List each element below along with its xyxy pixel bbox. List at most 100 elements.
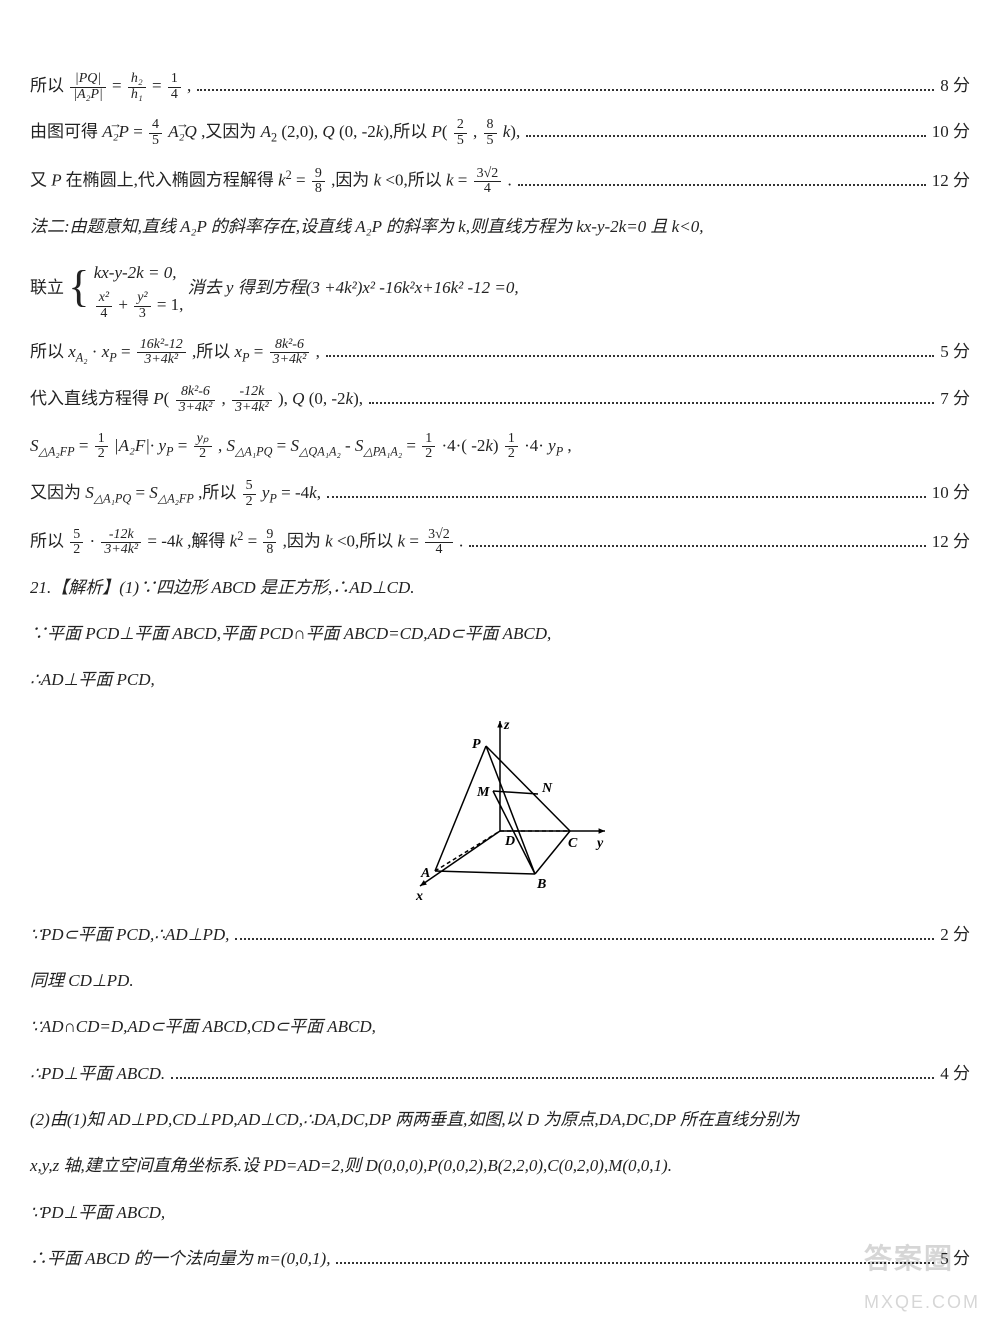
text: 消去 y 得到方程(3 +4k²)x² -16k²x+16k² -12 =0, — [188, 278, 519, 297]
math-text: ∴PD⊥平面 ABCD. — [30, 1058, 165, 1090]
watermark-line1: 答案圈 — [864, 1232, 980, 1285]
var: k — [325, 532, 333, 551]
coord: (0, -2 — [309, 389, 346, 408]
num: -12k — [101, 528, 141, 544]
var: S — [149, 483, 158, 502]
leader-dots — [518, 184, 926, 186]
text: 所以 — [30, 532, 64, 551]
text: ), — [353, 389, 363, 408]
step-line: ∵PD⊂平面 PCD,∴AD⊥PD, 2 分 — [30, 919, 970, 951]
sup: 2 — [237, 529, 243, 543]
score-label: 12 分 — [932, 526, 970, 558]
eq-bottom: x²4 + y²3 = 1, — [94, 289, 184, 321]
var: k — [278, 171, 286, 190]
text: 所以 — [30, 342, 64, 361]
text: 联立 — [30, 278, 64, 297]
text: , — [317, 483, 321, 502]
text: ,因为 — [331, 171, 374, 190]
plain-line: S△A₂FP = 12 |A₂F|· yP = yₚ2 , S△A₁PQ = S… — [30, 430, 970, 464]
fraction: 12 — [95, 432, 108, 462]
comma: , — [218, 436, 222, 455]
var: S — [85, 483, 94, 502]
num: 1 — [168, 72, 181, 88]
fraction: h₂h₁ — [128, 72, 146, 102]
eq: = — [133, 122, 143, 141]
score-label: 10 分 — [932, 116, 970, 148]
watermark: 答案圈 MXQE.COM — [864, 1232, 980, 1319]
text: <0,所以 — [337, 532, 398, 551]
den: 2 — [422, 447, 435, 462]
score-label: 7 分 — [940, 383, 970, 415]
var: Q — [322, 122, 334, 141]
den: 5 — [149, 134, 162, 149]
figure-container: zPMNDCyABx — [30, 711, 970, 901]
text: ,又因为 — [201, 122, 261, 141]
paren: ( — [164, 389, 170, 408]
den: 5 — [484, 134, 497, 149]
sub: △A₂FP — [39, 444, 75, 458]
num: 3√2 — [474, 167, 502, 183]
den: 3+4k² — [101, 543, 141, 558]
text: 又因为 — [30, 483, 81, 502]
eq: = 1, — [157, 295, 184, 314]
plain-line: ∵AD∩CD=D,AD⊂平面 ABCD,CD⊂平面 ABCD, — [30, 1011, 970, 1043]
den: 3+4k² — [137, 353, 186, 368]
leader-dots — [336, 1262, 934, 1264]
sub: △A₁PQ — [235, 444, 272, 458]
num: 8k²-6 — [270, 338, 310, 354]
num: yₚ — [194, 432, 212, 448]
text: ,因为 — [283, 532, 326, 551]
var: k — [446, 171, 454, 190]
sub: A₂ — [76, 350, 88, 364]
svg-text:P: P — [472, 737, 481, 752]
svg-text:D: D — [504, 834, 515, 849]
text: ,所以 — [192, 342, 235, 361]
math-text: 又因为 S△A₁PQ = S△A₂FP ,所以 52 yP = -4k, — [30, 477, 321, 511]
num: 9 — [312, 167, 325, 183]
leader-dots — [327, 496, 926, 498]
op: · — [89, 532, 95, 551]
fraction: 3√24 — [425, 528, 453, 558]
var: k — [175, 532, 183, 551]
text: , — [316, 342, 320, 361]
svg-text:B: B — [536, 877, 546, 892]
leader-dots — [326, 355, 934, 357]
text: 由图可得 — [30, 122, 98, 141]
plain-line: ∵PD⊥平面 ABCD, — [30, 1197, 970, 1229]
var: k — [346, 389, 354, 408]
sub: △A₂FP — [158, 492, 194, 506]
vector: A₂Q — [168, 122, 197, 141]
var: P — [153, 389, 163, 408]
plain-line: (2)由(1)知 AD⊥PD,CD⊥PD,AD⊥CD,∴DA,DC,DP 两两垂… — [30, 1104, 970, 1136]
text: ) — [493, 436, 503, 455]
step-line: ∴PD⊥平面 ABCD. 4 分 — [30, 1058, 970, 1090]
eq: = — [458, 171, 472, 190]
math-text: 又 P 在椭圆上,代入椭圆方程解得 k2 = 98 ,因为 k <0,所以 k … — [30, 164, 512, 197]
num: -12k — [232, 385, 272, 401]
var: Q — [292, 389, 304, 408]
text: ), — [510, 122, 520, 141]
text: ),所以 — [383, 122, 431, 141]
den: 4 — [168, 88, 181, 103]
text: 代入直线方程得 — [30, 389, 153, 408]
num: 8k²-6 — [176, 385, 216, 401]
den: 4 — [474, 182, 502, 197]
var: x — [234, 342, 242, 361]
step-line: ∴平面 ABCD 的一个法向量为 m=(0,0,1), 5 分 — [30, 1243, 970, 1275]
leader-dots — [526, 135, 926, 137]
fraction: y²3 — [134, 291, 150, 321]
text: 所以 — [30, 76, 64, 95]
den: |A₂P| — [70, 88, 106, 103]
den: 2 — [194, 447, 212, 462]
var: k — [398, 532, 406, 551]
svg-text:z: z — [503, 718, 510, 733]
text: ·4·( -2 — [441, 436, 485, 455]
den: 3 — [134, 307, 150, 322]
num: h₂ — [128, 72, 146, 88]
eq: = — [121, 342, 131, 361]
step-line: 所以 52 · -12k3+4k² = -4k ,解得 k2 = 98 ,因为 … — [30, 525, 970, 558]
num: y² — [134, 291, 150, 307]
text: = -4 — [281, 483, 309, 502]
fraction: 52 — [70, 528, 83, 558]
problem-header: 21.【解析】(1)∵四边形 ABCD 是正方形,∴AD⊥CD. — [30, 572, 970, 604]
